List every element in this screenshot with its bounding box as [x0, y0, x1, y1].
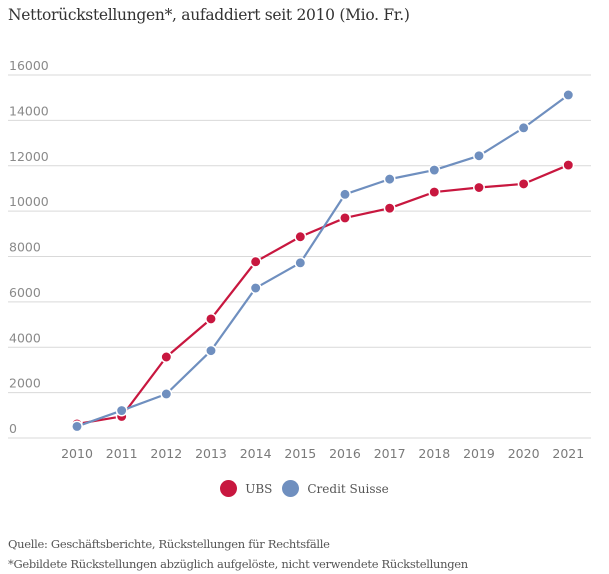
x-tick-label: 2014 [240, 446, 272, 461]
y-tick-label: 6000 [9, 285, 41, 300]
line-credit-suisse [75, 93, 570, 428]
footer: Quelle: Geschäftsberichte, Rückstellunge… [8, 534, 468, 574]
data-point-ubs-2018[interactable] [428, 186, 441, 199]
source-note: Quelle: Geschäftsberichte, Rückstellunge… [8, 537, 330, 551]
gridlines [8, 74, 591, 439]
y-tick-label: 2000 [9, 376, 41, 391]
series [71, 89, 575, 433]
y-tick-label: 16000 [9, 58, 49, 73]
legend-item-ubs[interactable]: UBS [220, 480, 272, 497]
footnote: *Gebildete Rückstellungen abzüglich aufg… [8, 557, 468, 571]
data-point-credit-suisse-2020[interactable] [517, 121, 530, 134]
x-axis-ticks: 2010 2011 2012 2013 2014 2015 2016 2017 2018 2019… [61, 446, 584, 461]
data-point-ubs-2020[interactable] [517, 177, 530, 190]
x-tick-label: 2011 [106, 446, 138, 461]
line-ubs [75, 163, 570, 426]
data-point-credit-suisse-2019[interactable] [473, 149, 485, 162]
data-point-credit-suisse-2014[interactable] [249, 282, 262, 294]
data-point-ubs-2021[interactable] [562, 159, 575, 172]
data-point-ubs-2012[interactable] [160, 351, 173, 363]
y-tick-label: 8000 [9, 240, 41, 255]
series-ubs [71, 159, 575, 430]
x-tick-label: 2019 [463, 446, 495, 461]
data-point-ubs-2014[interactable] [249, 255, 262, 268]
legend-marker-ubs [220, 480, 238, 497]
data-point-credit-suisse-2015[interactable] [294, 256, 307, 269]
y-tick-label: 10000 [9, 194, 49, 209]
data-point-credit-suisse-2011[interactable] [115, 404, 128, 417]
legend-label-ubs: UBS [245, 481, 273, 496]
data-point-credit-suisse-2017[interactable] [383, 173, 396, 186]
x-tick-label: 2021 [552, 446, 584, 461]
legend: UBS Credit Suisse [0, 480, 609, 497]
data-point-credit-suisse-2013[interactable] [205, 344, 217, 357]
x-tick-label: 2016 [329, 446, 361, 461]
data-point-ubs-2016[interactable] [339, 211, 351, 224]
legend-marker-credit-suisse [282, 480, 300, 497]
y-tick-label: 12000 [9, 149, 49, 164]
chart-title: Nettorückstellungen*, aufaddiert seit 20… [8, 6, 410, 24]
data-point-credit-suisse-2018[interactable] [428, 164, 441, 177]
data-point-credit-suisse-2016[interactable] [339, 188, 351, 201]
y-tick-label: 4000 [9, 330, 41, 345]
data-point-ubs-2015[interactable] [294, 230, 307, 243]
x-tick-label: 2020 [508, 446, 540, 461]
data-point-ubs-2019[interactable] [473, 181, 485, 194]
x-tick-label: 2015 [284, 446, 316, 461]
x-tick-label: 2012 [150, 446, 182, 461]
data-point-credit-suisse-2010[interactable] [71, 420, 83, 433]
data-point-credit-suisse-2012[interactable] [160, 388, 173, 400]
data-point-credit-suisse-2021[interactable] [562, 89, 575, 101]
y-tick-label: 0 [9, 421, 17, 436]
x-tick-label: 2010 [61, 446, 93, 461]
data-point-ubs-2013[interactable] [205, 312, 217, 325]
line-chart: 0 2000 4000 6000 8000 10000 12000 14000 16000 20… [8, 58, 591, 461]
data-point-ubs-2017[interactable] [383, 202, 396, 215]
legend-label-credit-suisse: Credit Suisse [307, 481, 389, 496]
y-tick-label: 14000 [9, 103, 49, 118]
x-tick-label: 2013 [195, 446, 227, 461]
legend-item-credit-suisse[interactable]: Credit Suisse [282, 480, 389, 497]
series-credit-suisse [71, 89, 575, 433]
x-tick-label: 2018 [418, 446, 450, 461]
y-axis-ticks: 0 2000 4000 6000 8000 10000 12000 14000 16000 [9, 58, 49, 436]
x-tick-label: 2017 [374, 446, 406, 461]
